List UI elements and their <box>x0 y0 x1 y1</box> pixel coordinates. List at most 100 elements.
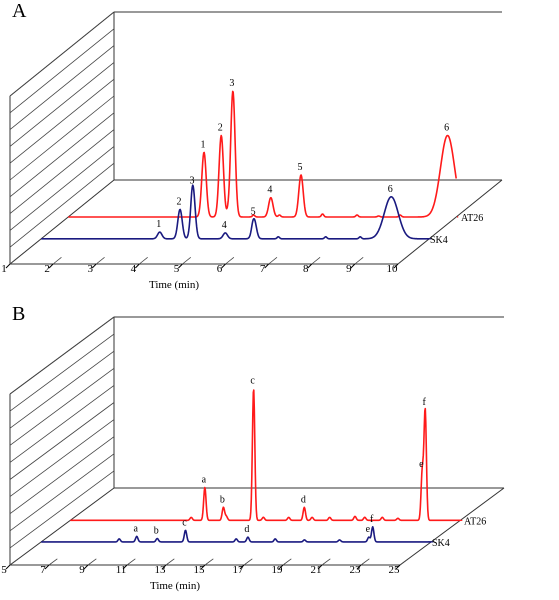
x-tick-label: 23 <box>350 564 362 576</box>
floor-gridline <box>399 558 409 566</box>
series-sk4: a b c d ef SK4 <box>40 514 450 549</box>
panel-label: B <box>12 303 25 325</box>
x-tick <box>83 564 89 570</box>
panel-label: A <box>12 0 27 22</box>
floor-gridline <box>9 558 19 566</box>
wall-gridline <box>9 333 115 412</box>
wall-gridline <box>9 78 115 164</box>
x-tick <box>393 263 399 269</box>
x-tick <box>5 263 11 269</box>
x-tick-label: 15 <box>194 564 206 576</box>
x-tick <box>91 263 97 269</box>
wall-gridline <box>9 402 115 480</box>
wall-gridline <box>9 129 115 214</box>
peak-label: 2 <box>218 122 223 133</box>
floor-gridline <box>139 256 148 265</box>
x-tick-label: 5 <box>1 564 7 576</box>
x-tick <box>278 564 284 570</box>
x-tick-label: 11 <box>116 564 127 576</box>
peak-label: b <box>154 525 159 536</box>
wall-gridline <box>9 367 115 446</box>
right-floor-edge <box>399 487 505 566</box>
x-tick <box>307 263 313 269</box>
x-axis: 5 7 9 11 13 15 17 19 21 23 25 Time (min) <box>1 564 401 592</box>
x-tick <box>178 263 183 269</box>
x-tick-label: 7 <box>40 564 46 576</box>
floor-gridline <box>9 256 19 265</box>
x-tick-label: 19 <box>272 564 284 576</box>
wall-gridlines <box>9 11 407 265</box>
wall-gridline <box>9 112 115 198</box>
wall-gridline <box>9 350 115 429</box>
x-tick <box>44 564 50 570</box>
peak-label: 1 <box>201 139 206 150</box>
series-line <box>70 389 461 522</box>
x-tick-label: 4 <box>131 263 137 275</box>
wall-gridline <box>9 470 115 549</box>
wall-gridline <box>9 385 115 463</box>
peak-label: 5 <box>298 162 303 173</box>
wall-gridline <box>9 146 115 231</box>
wall-gridline <box>9 95 115 181</box>
wall-gridline <box>9 162 115 248</box>
x-tick <box>5 564 11 570</box>
x-tick <box>395 564 401 570</box>
series-label: AT26 <box>464 516 486 527</box>
series-label: SK4 <box>430 235 448 246</box>
x-tick-label: 9 <box>346 263 352 275</box>
x-tick-label: 8 <box>303 263 309 275</box>
x-axis-title: Time (min) <box>149 279 199 291</box>
peak-label: c <box>182 517 187 528</box>
x-tick-label: 9 <box>79 564 85 576</box>
peak-label: f <box>423 397 427 408</box>
peak-label: b <box>220 494 225 505</box>
wall-gridline <box>9 419 115 497</box>
x-tick <box>264 263 270 269</box>
peak-label: c <box>250 375 255 386</box>
peak-label: e <box>366 524 371 535</box>
x-tick-label: 13 <box>155 564 167 576</box>
x-tick-label: 6 <box>217 263 223 275</box>
x-tick <box>161 564 167 570</box>
wall-gridline <box>9 11 115 97</box>
floor-gridline <box>87 558 97 566</box>
x-tick <box>48 263 54 269</box>
floor-gridline <box>204 558 214 566</box>
peak-label: 5 <box>251 206 256 217</box>
x-tick-label: 21 <box>311 564 322 576</box>
series-label: SK4 <box>432 538 450 549</box>
wall-gridlines <box>9 316 409 566</box>
floor-gridline <box>165 558 175 566</box>
peak-label: d <box>301 494 306 505</box>
peak-label: e <box>419 459 424 470</box>
series-label: AT26 <box>461 213 483 224</box>
x-axis: 1 2 3 4 5 6 7 8 9 10 Time (min) <box>1 263 399 291</box>
peak-label: a <box>202 475 207 486</box>
peak-label: 3 <box>189 175 194 186</box>
wall-gridline <box>9 62 115 147</box>
x-tick <box>200 564 206 570</box>
floor-gridline <box>282 558 292 566</box>
peak-label: 3 <box>229 78 234 89</box>
wall-gridline <box>9 453 115 532</box>
x-tick-label: 10 <box>387 263 399 275</box>
wall-gridline <box>9 45 115 130</box>
peak-label: 6 <box>444 122 449 133</box>
floor-gridline <box>48 558 58 566</box>
x-tick-label: 1 <box>1 263 7 275</box>
peak-label: 6 <box>388 184 393 195</box>
floor-gridline <box>182 256 192 265</box>
floor-gridline <box>225 256 235 265</box>
x-tick <box>317 564 323 570</box>
peak-label: d <box>244 524 249 535</box>
peak-label: 4 <box>267 185 272 196</box>
floor-gridline <box>243 558 253 566</box>
peak-label: 1 <box>156 219 161 230</box>
series-line <box>67 90 457 218</box>
x-tick <box>356 564 362 570</box>
x-tick-label: 5 <box>174 263 180 275</box>
